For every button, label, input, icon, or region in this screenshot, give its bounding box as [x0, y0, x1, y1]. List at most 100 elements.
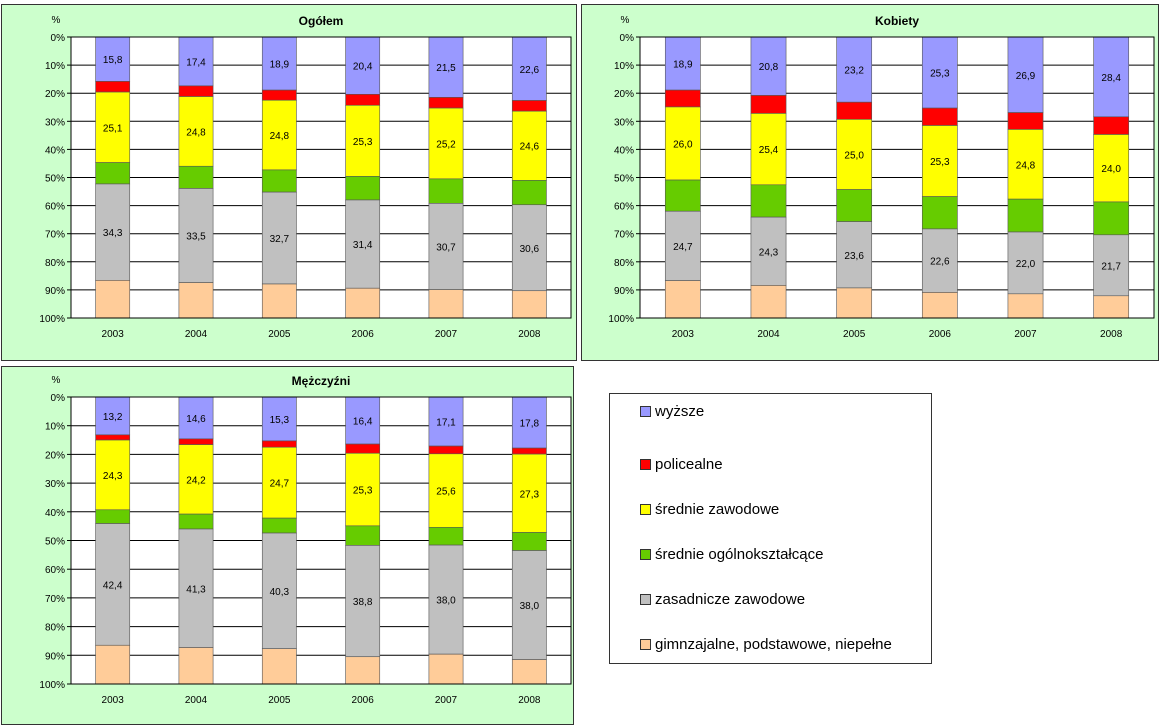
x-tick-label: 2007: [435, 695, 458, 706]
bar-segment: [1007, 36, 1044, 113]
bar-segment: [1093, 295, 1130, 319]
y-tick-label: 50%: [45, 174, 65, 185]
x-tick-label: 2005: [843, 329, 866, 340]
bar-segment: [261, 446, 297, 519]
y-tick-label: 40%: [45, 508, 65, 519]
data-label: 20,8: [759, 62, 779, 73]
y-tick-label: 70%: [45, 230, 65, 241]
bar-segment: [345, 199, 381, 289]
bar-segment: [178, 36, 214, 87]
bar-segment: [1007, 129, 1044, 200]
x-tick-label: 2008: [518, 329, 541, 340]
data-label: 17,8: [520, 419, 540, 430]
bar-segment: [921, 196, 958, 230]
bar-segment: [664, 106, 701, 181]
data-label: 24,7: [270, 479, 290, 490]
y-tick-label: 30%: [45, 117, 65, 128]
data-label: 38,0: [436, 596, 456, 607]
bar-segment: [511, 36, 547, 101]
y-tick-label: 90%: [45, 286, 65, 297]
chart-title: Kobiety: [875, 14, 919, 28]
y-tick-label: 50%: [614, 174, 634, 185]
bar-segment: [345, 396, 381, 445]
bar-segment: [261, 99, 297, 171]
bar-segment: [428, 107, 464, 180]
legend-item-wyzsze: wyższe: [640, 402, 704, 420]
data-label: 26,9: [1016, 71, 1036, 82]
bar-segment: [345, 104, 381, 177]
bar-segment: [178, 438, 214, 445]
chart-title: Ogółem: [299, 14, 344, 28]
plot-border: [70, 36, 572, 319]
y-tick-label: 0%: [51, 33, 66, 44]
y-tick-label: 80%: [45, 258, 65, 269]
data-label: 21,7: [1101, 261, 1121, 272]
bar-segment: [95, 162, 131, 185]
y-tick-label: 70%: [45, 594, 65, 605]
legend-item-srednie-ogolnoksztalcace: średnie ogólnokształcące: [640, 545, 823, 563]
bar-segment: [921, 292, 958, 319]
data-label: 18,9: [673, 60, 693, 71]
legend-label: średnie zawodowe: [655, 500, 780, 518]
chart-legend: wyższe policealne średnie zawodowe średn…: [609, 393, 932, 664]
data-label: 25,3: [930, 157, 950, 168]
data-label: 41,3: [186, 584, 206, 595]
bar-segment: [836, 101, 873, 120]
legend-item-srednie-zawodowe: średnie zawodowe: [640, 500, 779, 518]
data-label: 30,6: [520, 244, 540, 255]
bar-segment: [261, 532, 297, 649]
data-label: 23,2: [844, 66, 864, 77]
bar-segment: [95, 81, 131, 93]
bar-segment: [750, 113, 787, 186]
y-tick-label: 0%: [51, 393, 66, 404]
data-label: 24,2: [186, 475, 206, 486]
bar-segment: [511, 550, 547, 660]
bar-segment: [664, 280, 701, 319]
bar-segment: [836, 287, 873, 319]
bar-segment: [178, 188, 214, 283]
bar-segment: [428, 544, 464, 655]
bar-segment: [750, 95, 787, 114]
bar-segment: [95, 183, 131, 281]
bar-segment: [95, 280, 131, 319]
legend-label: gimnzajalne, podstawowe, niepełne: [655, 635, 892, 653]
chart-panel-kobiety: Kobiety% 0% 10% 20% 30% 40% 50% 60% 70% 80% 90% 100…: [581, 4, 1159, 361]
data-label: 20,4: [353, 62, 373, 73]
plot-border: [70, 396, 572, 685]
data-label: 25,1: [103, 123, 123, 134]
bar-segment: [95, 644, 131, 685]
y-tick-label: 0%: [620, 33, 635, 44]
bar-segment: [1007, 231, 1044, 295]
data-label: 25,3: [353, 137, 373, 148]
bar-segment: [345, 443, 381, 454]
data-label: 18,9: [270, 60, 290, 71]
data-label: 14,6: [186, 414, 206, 425]
plot-border: [639, 36, 1155, 319]
data-label: 24,8: [270, 131, 290, 142]
y-tick-label: 90%: [45, 651, 65, 662]
y-axis-label: %: [621, 15, 630, 26]
bar-segment: [178, 282, 214, 319]
bar-segment: [511, 180, 547, 206]
bar-segment: [261, 191, 297, 285]
data-label: 38,8: [353, 597, 373, 608]
bar-segment: [345, 656, 381, 685]
legend-swatch: [640, 503, 651, 515]
bar-segment: [428, 289, 464, 319]
bar-segment: [836, 221, 873, 289]
x-tick-label: 2004: [757, 329, 780, 340]
chart-svg: Mężczyźni% 0% 10% 20% 30% 40% 50% 60% 70% 80% 90% 1…: [39, 374, 572, 706]
data-label: 22,0: [1016, 259, 1036, 270]
y-tick-label: 50%: [45, 537, 65, 548]
bar-segment: [345, 94, 381, 106]
data-label: 28,4: [1101, 73, 1121, 84]
x-tick-label: 2004: [185, 695, 208, 706]
bar-segment: [345, 452, 381, 527]
data-label: 13,2: [103, 412, 123, 423]
data-label: 25,3: [930, 69, 950, 80]
chart-svg: Ogółem% 0% 10% 20% 30% 40% 50% 60% 70% 80% 90% 100%…: [39, 14, 572, 340]
bar-segment: [178, 528, 214, 648]
bar-segment: [428, 97, 464, 109]
bar-segment: [1007, 293, 1044, 319]
bar-segment: [261, 517, 297, 534]
